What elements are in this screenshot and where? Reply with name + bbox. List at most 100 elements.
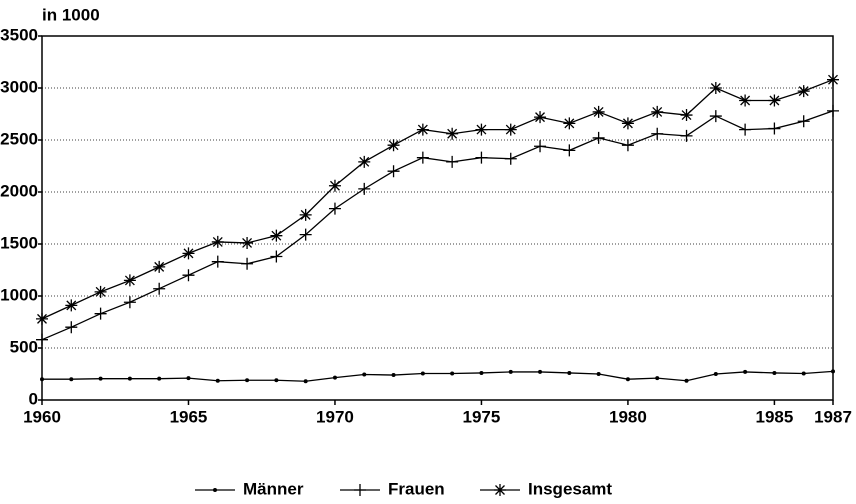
marker bbox=[831, 369, 835, 374]
dot bbox=[245, 378, 250, 383]
dot bbox=[215, 378, 220, 383]
marker bbox=[680, 109, 693, 122]
star bbox=[270, 229, 283, 242]
marker bbox=[387, 165, 400, 178]
marker bbox=[651, 127, 664, 140]
plus bbox=[153, 282, 166, 295]
dot bbox=[98, 376, 103, 381]
star bbox=[504, 123, 517, 136]
dot bbox=[274, 378, 279, 383]
dot bbox=[508, 369, 513, 374]
dot bbox=[479, 370, 484, 375]
marker bbox=[592, 131, 605, 144]
plus bbox=[739, 123, 752, 136]
plus bbox=[354, 484, 366, 496]
plus bbox=[504, 152, 517, 165]
dot bbox=[596, 372, 601, 376]
plus bbox=[416, 151, 429, 164]
star bbox=[475, 123, 488, 136]
star bbox=[446, 127, 459, 140]
star bbox=[592, 105, 605, 118]
marker bbox=[274, 378, 279, 383]
marker bbox=[241, 257, 254, 270]
star bbox=[153, 260, 166, 273]
star bbox=[534, 111, 547, 124]
plus bbox=[270, 250, 283, 263]
marker bbox=[153, 260, 166, 273]
dot bbox=[391, 373, 396, 378]
marker bbox=[69, 377, 74, 382]
star bbox=[563, 117, 576, 130]
y-tick-label: 2500 bbox=[0, 129, 38, 148]
plus bbox=[592, 131, 605, 144]
star bbox=[739, 94, 752, 107]
x-tick-label: 1980 bbox=[609, 407, 647, 426]
marker bbox=[354, 484, 366, 496]
dot bbox=[743, 369, 748, 374]
dot bbox=[625, 377, 630, 382]
dot bbox=[332, 375, 337, 380]
marker bbox=[651, 105, 664, 118]
dot bbox=[655, 376, 660, 381]
star bbox=[827, 73, 839, 86]
star bbox=[299, 208, 312, 221]
star bbox=[621, 117, 634, 130]
star bbox=[182, 247, 195, 260]
marker bbox=[387, 139, 400, 152]
series-line bbox=[41, 110, 834, 341]
star bbox=[358, 155, 371, 168]
marker bbox=[827, 73, 839, 86]
marker bbox=[768, 94, 781, 107]
marker bbox=[153, 282, 166, 295]
plus bbox=[651, 127, 664, 140]
x-tick-label: 1970 bbox=[316, 407, 354, 426]
marker bbox=[299, 228, 312, 241]
marker bbox=[494, 484, 506, 496]
marker bbox=[713, 372, 718, 376]
dot bbox=[801, 371, 806, 376]
dot bbox=[538, 369, 543, 374]
y-tick-label: 1000 bbox=[0, 285, 38, 304]
marker bbox=[299, 208, 312, 221]
marker bbox=[362, 372, 367, 377]
plus bbox=[94, 307, 107, 320]
plus bbox=[680, 129, 693, 142]
marker bbox=[709, 82, 722, 94]
marker bbox=[801, 371, 806, 376]
dot bbox=[567, 370, 572, 375]
plus bbox=[211, 255, 224, 268]
star bbox=[211, 235, 224, 248]
star bbox=[94, 285, 107, 298]
marker bbox=[797, 85, 810, 98]
dot bbox=[831, 369, 835, 374]
plus bbox=[182, 269, 195, 282]
dot bbox=[303, 379, 308, 384]
marker bbox=[827, 104, 839, 117]
marker bbox=[739, 123, 752, 136]
marker bbox=[504, 123, 517, 136]
marker bbox=[270, 229, 283, 242]
legend-label: Männer bbox=[243, 479, 304, 498]
plus bbox=[709, 110, 722, 123]
marker bbox=[328, 202, 341, 215]
dot bbox=[69, 377, 74, 382]
star bbox=[494, 484, 506, 496]
y-tick-label: 500 bbox=[10, 337, 38, 356]
plus bbox=[299, 228, 312, 241]
marker bbox=[655, 376, 660, 381]
star bbox=[680, 109, 693, 122]
plus bbox=[563, 144, 576, 157]
y-tick-label: 0 bbox=[29, 389, 38, 408]
series-line bbox=[42, 370, 834, 382]
star bbox=[241, 236, 254, 249]
plus bbox=[827, 104, 839, 117]
star bbox=[387, 139, 400, 152]
star bbox=[709, 82, 722, 94]
marker bbox=[270, 250, 283, 263]
marker bbox=[358, 182, 371, 195]
marker bbox=[40, 377, 44, 382]
plus bbox=[36, 333, 48, 346]
marker bbox=[538, 369, 543, 374]
plus bbox=[328, 202, 341, 215]
plus bbox=[768, 122, 781, 135]
